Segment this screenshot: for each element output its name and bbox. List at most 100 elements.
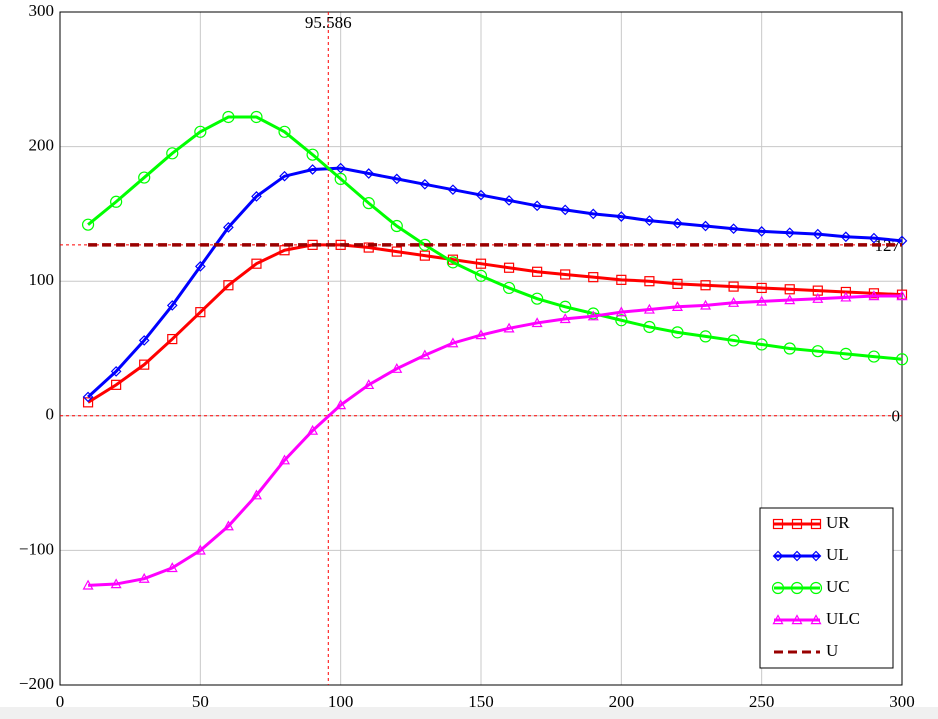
y-tick-label: 300 [29,1,55,20]
point-marker [791,518,803,530]
point-marker [559,204,571,216]
point-marker [896,290,908,301]
point-marker [616,274,627,285]
point-marker [868,290,880,301]
series-line [87,115,903,361]
legend-label: UC [826,577,850,596]
point-marker [756,282,767,294]
point-marker [475,189,487,201]
point-marker [531,200,543,212]
plot-frame [59,11,903,686]
point-marker [419,178,431,190]
point-marker [643,303,655,314]
point-marker [502,281,516,295]
point-marker [728,281,739,292]
point-marker [391,362,403,373]
y-tick-label: 100 [29,270,55,289]
point-marker [334,172,347,186]
point-marker [139,359,150,370]
point-marker [307,164,318,175]
point-marker [474,269,488,282]
point-marker [82,391,94,403]
point-marker [840,231,852,243]
point-marker [728,223,739,235]
point-marker [867,350,881,363]
point-marker [615,211,627,222]
point-marker [503,322,515,333]
point-marker [111,379,122,390]
point-marker [222,520,234,531]
point-marker [166,300,178,311]
point-marker [809,581,823,595]
point-marker [110,195,123,208]
point-marker [250,489,262,500]
point-marker [700,280,711,291]
point-marker [110,578,122,589]
point-marker [391,173,403,185]
point-marker [700,299,712,310]
point-marker [559,300,572,313]
point-marker [868,232,880,244]
point-marker [644,276,655,287]
legend-label: UR [826,513,850,532]
x-marker-label: 95.586 [305,13,352,32]
legend-label: UL [826,545,849,564]
x-tick-label: 0 [56,692,65,711]
point-marker [166,147,179,160]
point-marker [728,297,740,307]
point-marker [194,544,206,555]
legend-label: U [826,641,838,660]
x-tick-label: 250 [749,692,775,711]
point-marker [643,320,656,334]
point-marker [784,294,796,305]
point-marker [671,301,683,311]
y-tick-label: −100 [19,539,54,558]
point-marker [810,550,822,562]
point-marker [772,614,784,625]
status-strip [0,707,938,719]
point-marker [223,280,234,291]
point-marker [307,424,319,435]
point-marker [588,272,599,283]
point-marker [812,292,824,303]
point-marker [671,326,684,339]
point-marker [138,171,151,184]
point-marker [644,215,655,226]
y-tick-label: 0 [46,405,55,424]
point-marker [791,614,803,625]
point-marker [784,284,795,295]
point-marker [251,258,262,269]
point-marker [587,307,600,320]
point-marker [167,333,178,345]
point-marker [812,228,824,240]
point-marker [166,562,178,573]
point-marker [223,222,234,233]
point-marker [446,256,460,269]
point-marker [363,168,375,179]
point-marker [363,242,374,253]
point-marker [783,342,796,355]
point-marker [110,366,122,377]
point-marker [672,278,683,289]
x-tick-label: 100 [328,692,354,711]
point-marker [419,250,430,261]
point-marker [138,572,150,583]
point-marker [895,353,909,366]
point-marker [810,518,822,530]
point-marker [840,291,852,302]
point-marker [810,614,822,625]
point-marker [447,184,459,196]
point-marker [772,550,784,562]
point-marker [531,317,543,328]
point-marker [615,306,627,317]
point-marker [839,347,852,360]
point-marker [278,125,291,138]
point-marker [559,313,571,324]
point-marker [306,148,319,161]
point-marker [791,550,803,562]
point-marker [756,295,768,306]
point-marker [222,110,235,124]
x-tick-label: 200 [609,692,635,711]
point-marker [82,397,94,408]
